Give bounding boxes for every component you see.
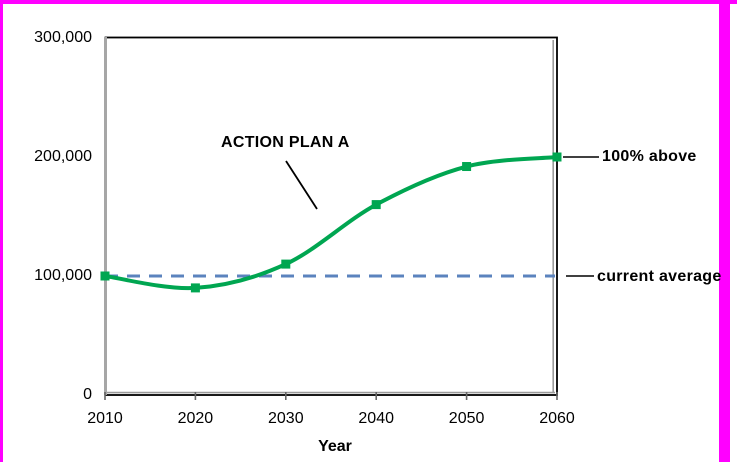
x-tick-label: 2060 (539, 410, 575, 427)
magenta-border-right (719, 0, 730, 462)
y-tick-label: 300,000 (34, 29, 92, 46)
y-tick-label: 100,000 (34, 267, 92, 284)
pct-above-label: 100% above (602, 148, 697, 165)
x-tick-label: 2040 (358, 410, 394, 427)
x-axis-tick-marks (104, 392, 558, 400)
x-tick-label: 2030 (268, 410, 304, 427)
series-marker (100, 271, 110, 281)
current-average-label: current average (597, 268, 722, 285)
action-plan-leader-line (285, 160, 318, 210)
x-tick-label: 2020 (177, 410, 214, 427)
action-plan-label: ACTION PLAN A (221, 134, 350, 151)
y-tick-label: 200,000 (34, 148, 92, 165)
x-axis-title: Year (318, 438, 352, 455)
y-tick-label: 0 (83, 386, 92, 403)
series-marker (371, 200, 381, 210)
magenta-border-left (0, 0, 3, 462)
series-marker (552, 152, 562, 162)
action-plan-series-line (103, 155, 559, 291)
series-marker (462, 162, 472, 172)
series-marker (281, 259, 291, 269)
magenta-border-top (0, 0, 737, 4)
x-tick-label: 2050 (448, 410, 485, 427)
series-marker (190, 283, 200, 293)
x-tick-label: 2010 (87, 410, 123, 427)
plot-area-border (104, 36, 558, 396)
action-plan-series-markers (100, 152, 562, 293)
